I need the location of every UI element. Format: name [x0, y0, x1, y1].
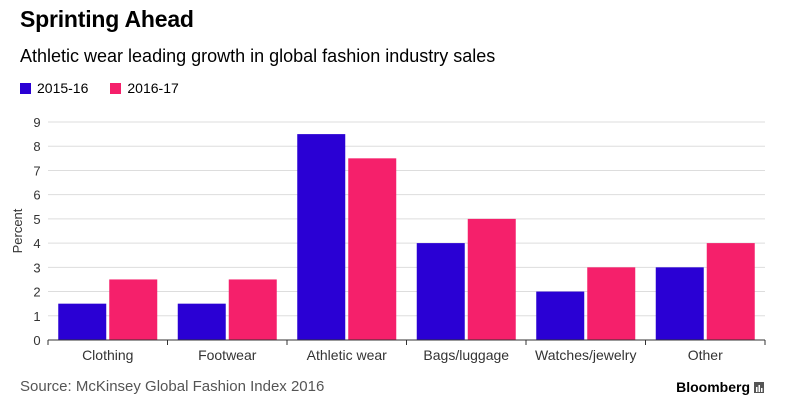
y-axis-label: Percent — [10, 208, 25, 253]
legend-swatch-series-1 — [20, 82, 31, 94]
bar-series-1 — [58, 303, 107, 340]
bar-series-2 — [228, 279, 277, 340]
brand-name: Bloomberg — [676, 379, 750, 395]
bar-series-2 — [587, 267, 636, 340]
y-tick-label: 1 — [33, 309, 40, 324]
x-tick-label: Bags/luggage — [423, 347, 509, 363]
bar-series-1 — [297, 134, 346, 340]
legend: 2015-16 2016-17 — [20, 80, 201, 96]
y-tick-label: 3 — [33, 260, 40, 275]
y-tick-label: 9 — [33, 115, 40, 130]
x-tick-label: Clothing — [82, 347, 133, 363]
legend-label-series-1: 2015-16 — [37, 80, 89, 96]
bar-series-1 — [536, 291, 585, 340]
bar-series-2 — [348, 158, 397, 340]
legend-swatch-series-2 — [110, 82, 122, 94]
chart-subtitle: Athletic wear leading growth in global f… — [20, 46, 496, 66]
bar-series-2 — [706, 243, 755, 340]
x-tick-label: Other — [688, 347, 723, 363]
brand-logo: Bloomberg — [676, 379, 764, 395]
legend-label-series-2: 2016-17 — [127, 80, 179, 96]
bloomberg-bars-icon — [754, 381, 764, 393]
y-tick-label: 2 — [33, 285, 40, 300]
bar-series-1 — [655, 267, 704, 340]
y-tick-label: 8 — [33, 139, 40, 154]
y-tick-label: 6 — [33, 188, 40, 203]
x-tick-label: Watches/jewelry — [535, 347, 636, 363]
bar-series-2 — [109, 279, 158, 340]
y-tick-label: 7 — [33, 163, 40, 178]
chart-title: Sprinting Ahead — [20, 6, 194, 32]
x-tick-label: Athletic wear — [307, 347, 387, 363]
y-tick-label: 5 — [33, 212, 40, 227]
y-tick-label: 0 — [33, 333, 40, 348]
bar-series-1 — [416, 243, 465, 340]
legend-item-series-2: 2016-17 — [110, 80, 179, 96]
x-tick-label: Footwear — [198, 347, 257, 363]
source-note: Source: McKinsey Global Fashion Index 20… — [20, 378, 325, 395]
bar-series-2 — [467, 218, 516, 340]
y-tick-label: 4 — [33, 236, 40, 251]
legend-item-series-1: 2015-16 — [20, 80, 88, 96]
bar-series-1 — [177, 303, 226, 340]
